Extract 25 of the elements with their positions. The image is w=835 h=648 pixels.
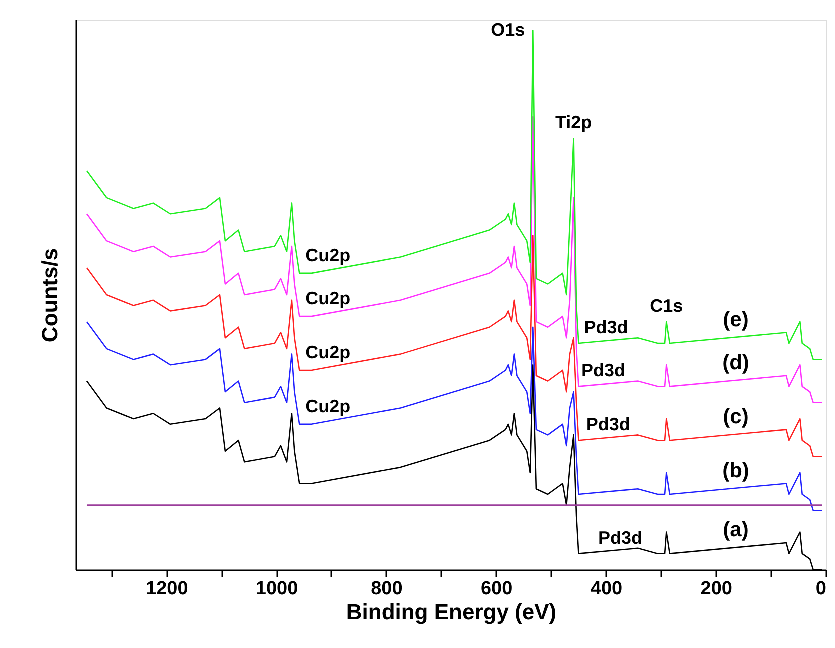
- annotation: C1s: [650, 296, 684, 316]
- x-tick-label: 1000: [256, 578, 298, 600]
- annotation: Pd3d: [586, 414, 630, 435]
- annotation: Ti2p: [555, 112, 592, 133]
- x-tick-label: 1200: [146, 578, 188, 600]
- annotation: Cu2p: [306, 342, 351, 362]
- series-label: (a): [723, 518, 749, 542]
- series-label: (e): [723, 308, 749, 332]
- x-tick-label: 800: [371, 578, 403, 600]
- series-label: (b): [722, 459, 750, 482]
- x-tick-label: 400: [590, 578, 623, 600]
- x-tick-label: 0: [816, 578, 826, 600]
- annotation: O1s: [491, 20, 526, 40]
- annotation: Pd3d: [598, 528, 643, 548]
- annotation: Cu2p: [306, 396, 351, 416]
- x-tick-label: 200: [700, 578, 732, 600]
- annotation: Pd3d: [581, 360, 626, 381]
- y-axis-title: Counts/s: [38, 248, 62, 343]
- annotation: Cu2p: [306, 245, 351, 266]
- x-tick-label: 600: [480, 578, 513, 600]
- annotation: Cu2p: [306, 288, 351, 309]
- series-label: (d): [722, 352, 750, 375]
- annotation: Pd3d: [584, 318, 628, 338]
- x-axis-title: Binding Energy (eV): [346, 600, 557, 624]
- series-label: (c): [723, 405, 749, 428]
